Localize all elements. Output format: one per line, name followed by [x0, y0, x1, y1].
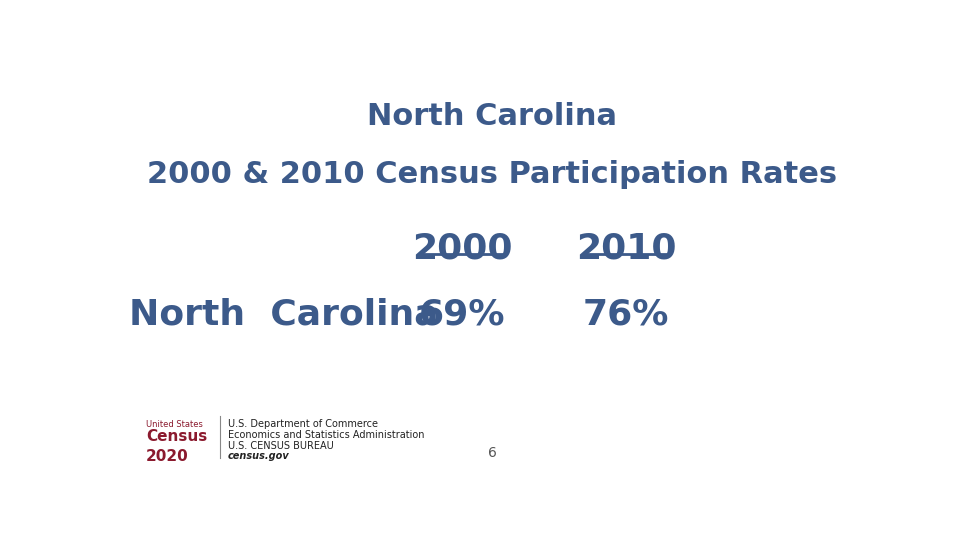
Text: 6: 6 — [488, 446, 496, 460]
Text: North  Carolina: North Carolina — [129, 298, 439, 332]
Text: Economics and Statistics Administration: Economics and Statistics Administration — [228, 430, 424, 440]
Text: North Carolina: North Carolina — [367, 102, 617, 131]
Text: United States: United States — [146, 420, 203, 429]
Text: 2020: 2020 — [146, 449, 189, 464]
Text: 69%: 69% — [419, 298, 506, 332]
Text: 2000: 2000 — [412, 231, 513, 265]
Text: U.S. CENSUS BUREAU: U.S. CENSUS BUREAU — [228, 441, 334, 451]
Text: 2010: 2010 — [576, 231, 676, 265]
Text: census.gov: census.gov — [228, 451, 290, 462]
Text: Census: Census — [146, 429, 207, 444]
Text: 76%: 76% — [583, 298, 669, 332]
Text: 2000 & 2010 Census Participation Rates: 2000 & 2010 Census Participation Rates — [147, 160, 837, 190]
Text: U.S. Department of Commerce: U.S. Department of Commerce — [228, 419, 378, 429]
